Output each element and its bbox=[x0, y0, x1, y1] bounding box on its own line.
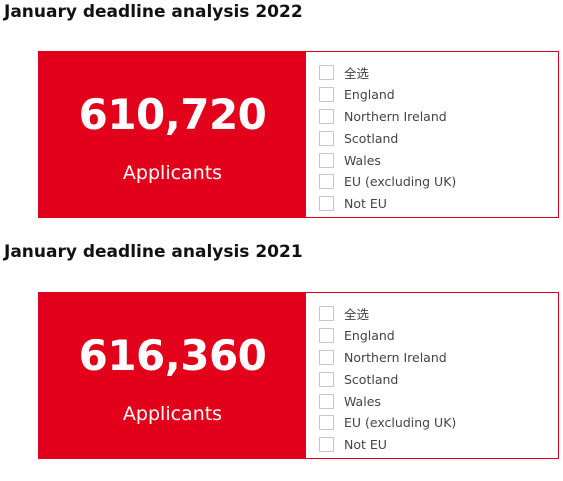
filter-label: Scotland bbox=[344, 130, 399, 146]
filter-not-eu[interactable]: Not EU bbox=[319, 434, 558, 456]
filter-england[interactable]: England bbox=[319, 325, 558, 347]
checkbox[interactable] bbox=[319, 306, 334, 322]
filter-scotland[interactable]: Scotland bbox=[319, 127, 558, 149]
filter-label: Northern Ireland bbox=[344, 349, 447, 365]
filter-eu-excluding-uk[interactable]: EU (excluding UK) bbox=[319, 412, 558, 434]
filter-select-all[interactable]: 全选 bbox=[319, 62, 558, 84]
filter-label: England bbox=[344, 328, 395, 344]
checkbox[interactable] bbox=[319, 328, 334, 344]
checkbox[interactable] bbox=[319, 393, 334, 409]
applicants-count: 616,360 bbox=[78, 331, 267, 380]
kpi-panel: 616,360 Applicants bbox=[39, 293, 306, 458]
filter-label: Northern Ireland bbox=[344, 108, 447, 124]
section-title-2022: January deadline analysis 2022 bbox=[4, 2, 303, 22]
filter-label: Wales bbox=[344, 393, 381, 409]
section-title-2021: January deadline analysis 2021 bbox=[4, 242, 303, 262]
filter-select-all[interactable]: 全选 bbox=[319, 303, 558, 325]
checkbox[interactable] bbox=[319, 371, 334, 387]
filter-england[interactable]: England bbox=[319, 84, 558, 106]
checkbox[interactable] bbox=[319, 87, 334, 103]
filter-label: Wales bbox=[344, 152, 381, 168]
checkbox[interactable] bbox=[319, 108, 334, 124]
checkbox[interactable] bbox=[319, 152, 334, 168]
filter-label: EU (excluding UK) bbox=[344, 415, 457, 431]
kpi-panel: 610,720 Applicants bbox=[39, 52, 306, 217]
filter-scotland[interactable]: Scotland bbox=[319, 368, 558, 390]
checkbox[interactable] bbox=[319, 349, 334, 365]
filter-label: Scotland bbox=[344, 371, 399, 387]
filter-label: 全选 bbox=[344, 66, 370, 82]
filter-wales[interactable]: Wales bbox=[319, 390, 558, 412]
checkbox[interactable] bbox=[319, 130, 334, 146]
filter-wales[interactable]: Wales bbox=[319, 149, 558, 171]
checkbox[interactable] bbox=[319, 174, 334, 190]
filter-label: EU (excluding UK) bbox=[344, 174, 457, 190]
applicants-count: 610,720 bbox=[78, 90, 267, 139]
filter-not-eu[interactable]: Not EU bbox=[319, 193, 558, 215]
filter-eu-excluding-uk[interactable]: EU (excluding UK) bbox=[319, 171, 558, 193]
applicants-label: Applicants bbox=[122, 162, 223, 184]
checkbox[interactable] bbox=[319, 437, 334, 453]
filter-label: 全选 bbox=[344, 307, 370, 323]
filter-label: Not EU bbox=[344, 437, 387, 453]
filter-northern-ireland[interactable]: Northern Ireland bbox=[319, 347, 558, 369]
checkbox[interactable] bbox=[319, 65, 334, 81]
filter-label: Not EU bbox=[344, 196, 387, 212]
filter-northern-ireland[interactable]: Northern Ireland bbox=[319, 106, 558, 128]
checkbox[interactable] bbox=[319, 196, 334, 212]
checkbox[interactable] bbox=[319, 415, 334, 431]
filter-label: England bbox=[344, 87, 395, 103]
applicants-label: Applicants bbox=[122, 403, 223, 425]
region-filter-list: 全选 England Northern Ireland Scotland Wal… bbox=[306, 52, 558, 217]
region-filter-list: 全选 England Northern Ireland Scotland Wal… bbox=[306, 293, 558, 458]
kpi-card-2022: 610,720 Applicants 全选 England Northern I… bbox=[38, 51, 559, 218]
kpi-card-2021: 616,360 Applicants 全选 England Northern I… bbox=[38, 292, 559, 459]
